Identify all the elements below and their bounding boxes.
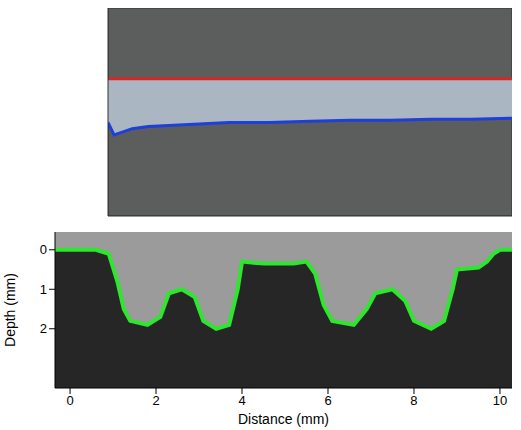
svg-text:0: 0: [40, 242, 47, 257]
svg-text:6: 6: [324, 393, 331, 408]
svg-text:Distance (mm): Distance (mm): [238, 411, 329, 427]
svg-text:10: 10: [493, 393, 507, 408]
svg-text:4: 4: [238, 393, 245, 408]
svg-text:Depth (mm): Depth (mm): [2, 273, 18, 347]
svg-text:0: 0: [66, 393, 73, 408]
svg-text:8: 8: [410, 393, 417, 408]
svg-text:1: 1: [40, 282, 47, 297]
svg-text:2: 2: [152, 393, 159, 408]
svg-text:2: 2: [40, 321, 47, 336]
